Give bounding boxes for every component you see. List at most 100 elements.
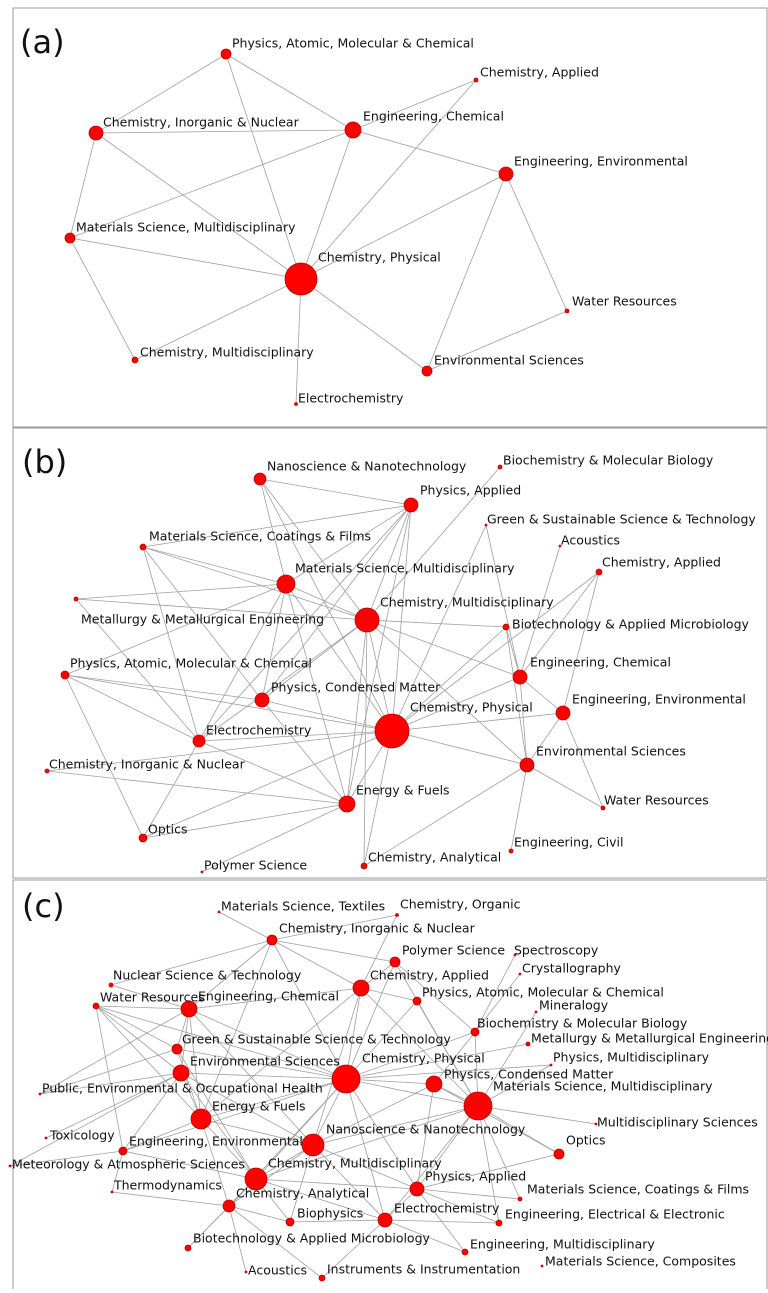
node [220,48,232,60]
edge [526,764,604,809]
edge [285,583,348,805]
edge [345,1078,386,1221]
edge [384,1219,500,1224]
node-label: Physics, Condensed Matter [444,1067,614,1082]
node-label: Engineering, Environmental [514,154,688,169]
node-label: Engineering, Environmental [572,692,746,707]
edge [345,1078,435,1085]
edge [225,53,302,280]
node-label: Engineering, Environmental [129,1134,303,1149]
edge [345,987,362,1080]
node-label: Nuclear Science & Technology [113,968,302,983]
node [244,1167,268,1191]
edge [142,730,393,839]
node [553,1148,565,1160]
node-label: Engineering, Civil [514,835,624,850]
edge [188,987,362,1010]
edge [510,764,528,852]
node [285,1217,295,1227]
node [192,734,206,748]
node-label: Materials Science, Textiles [221,899,385,914]
node [344,121,362,139]
edge [391,676,521,732]
edge [345,1043,529,1080]
edge [176,1048,257,1180]
node [318,1274,326,1282]
node-label: Instruments & Instrumentation [327,1262,520,1277]
panel-label: (a) [20,23,65,61]
edge [95,53,227,134]
edge [321,1219,386,1279]
edge [345,1078,418,1190]
edge [477,1105,500,1224]
node [595,568,603,576]
edge [64,583,287,676]
edge [300,129,354,280]
edge [295,278,302,405]
edge [39,1008,190,1095]
node-label: Electrochemistry [298,391,404,406]
edge [225,53,354,131]
node-label: Acoustics [248,1263,307,1278]
node-label: Chemistry, Analytical [368,850,501,865]
node [513,953,517,957]
edge [64,674,393,732]
edge [384,1105,479,1221]
panel-frame [12,427,768,879]
node [354,607,380,633]
edge [416,1188,521,1200]
edge [200,1118,230,1207]
edge [271,939,396,963]
node [518,972,522,976]
node-label: Spectroscopy [514,943,599,958]
edge [188,1008,202,1120]
node-label: Engineering, Chemical [530,655,671,670]
node-label: Engineering, Electrical & Electronic [505,1207,725,1222]
edge [345,961,396,1080]
node [463,1091,493,1121]
node-label: Materials Science, Multidisciplinary [76,220,296,235]
edge [75,598,368,621]
node [73,596,79,602]
node [92,1002,100,1010]
edge [360,914,398,989]
edge [485,524,521,678]
edge [312,987,362,1146]
edge [69,237,302,280]
edge [519,676,528,766]
edge [64,674,263,701]
node [131,356,139,364]
node-label: Optics [566,1133,606,1148]
node-label: Physics, Multidisciplinary [553,1050,710,1065]
edge [188,1008,314,1146]
edge [391,571,600,732]
node [200,870,204,874]
node [108,982,114,988]
node [44,768,50,774]
panel-label: (b) [22,443,67,481]
node-label: Electrochemistry [394,1201,500,1216]
node-label: Chemistry, Multidisciplinary [140,345,314,360]
edge [416,1153,560,1190]
edge [261,583,287,701]
edge [75,583,287,600]
edge [198,740,348,805]
edge [122,1072,182,1152]
node [497,464,503,470]
node [502,623,510,631]
node-label: Biophysics [297,1206,363,1221]
node [60,670,70,680]
node-label: Water Resources [604,793,709,808]
edge [345,1078,479,1107]
edge [259,478,393,732]
node [338,795,356,813]
edge [426,173,507,372]
node-label: Nanoscience & Nanotechnology [267,459,467,474]
edge [474,973,521,1033]
edge [477,1011,537,1107]
edge [142,546,368,621]
edge [180,1072,314,1146]
edge [312,1083,435,1146]
node-label: Chemistry, Applied [370,968,489,983]
node-label: Physics, Condensed Matter [271,680,441,695]
